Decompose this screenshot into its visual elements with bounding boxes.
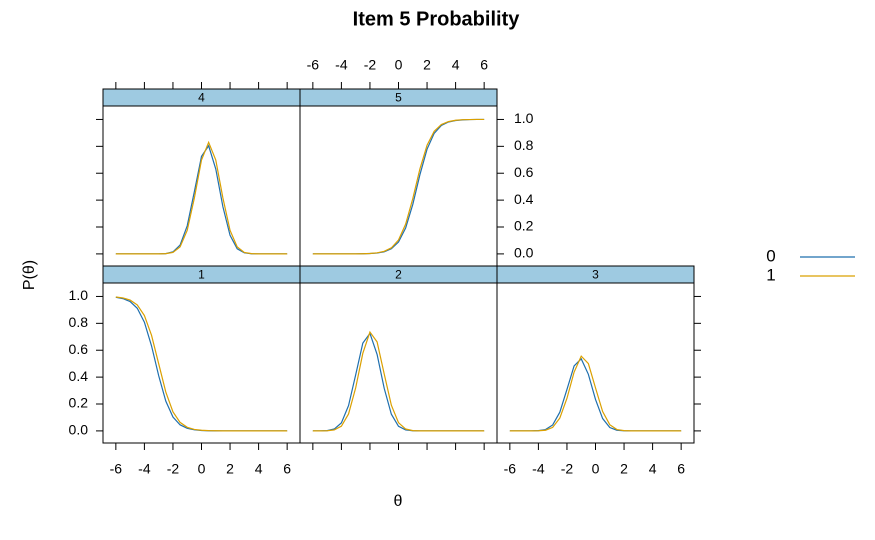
x-tick-label: -2 <box>167 461 180 477</box>
legend-label: 0 <box>766 246 775 265</box>
x-tick-label: 4 <box>452 57 460 73</box>
curve <box>312 330 485 432</box>
y-tick-label: 0.2 <box>69 395 89 411</box>
x-tick-label: 2 <box>620 461 628 477</box>
curve <box>312 118 485 255</box>
x-tick-label: 2 <box>226 461 234 477</box>
curve <box>312 118 485 255</box>
strip-label: 1 <box>198 268 205 282</box>
curve <box>509 357 682 432</box>
curve <box>115 296 288 432</box>
y-tick-label: 0.6 <box>69 341 89 357</box>
y-tick-label: 0.0 <box>69 422 89 438</box>
panel-frame <box>102 282 301 444</box>
x-axis-label: θ <box>394 493 403 510</box>
x-tick-label: 6 <box>677 461 685 477</box>
panel-frame <box>299 105 498 267</box>
x-tick-label: 6 <box>283 461 291 477</box>
x-tick-label: -4 <box>138 461 151 477</box>
x-tick-label: -4 <box>335 57 348 73</box>
strip-label: 4 <box>198 91 205 105</box>
curve <box>115 296 288 432</box>
y-tick-label: 0.4 <box>69 368 89 384</box>
x-tick-label: 4 <box>255 461 263 477</box>
x-tick-label: -6 <box>504 461 517 477</box>
y-tick-label: 0.8 <box>514 137 534 153</box>
x-tick-label: 6 <box>480 57 488 73</box>
curve <box>509 355 682 432</box>
x-tick-label: 0 <box>395 57 403 73</box>
x-tick-label: -2 <box>561 461 574 477</box>
x-tick-label: -4 <box>532 461 545 477</box>
curve <box>115 140 288 255</box>
x-tick-label: 2 <box>423 57 431 73</box>
y-tick-label: 0.4 <box>514 191 534 207</box>
y-axis-label: P(θ) <box>21 260 38 290</box>
panel-frame <box>299 282 498 444</box>
x-tick-label: -6 <box>110 461 123 477</box>
y-tick-label: 0.6 <box>514 164 534 180</box>
strip-label: 3 <box>592 268 599 282</box>
x-tick-label: -6 <box>307 57 320 73</box>
x-tick-label: 0 <box>592 461 600 477</box>
y-tick-label: 1.0 <box>514 110 534 126</box>
y-tick-label: 0.8 <box>69 314 89 330</box>
chart-title: Item 5 Probability <box>353 8 521 30</box>
strip-label: 2 <box>395 268 402 282</box>
x-tick-label: 4 <box>649 461 657 477</box>
panel-frame <box>496 282 695 444</box>
y-tick-label: 0.2 <box>514 218 534 234</box>
curve <box>312 332 485 432</box>
x-tick-label: 0 <box>198 461 206 477</box>
strip-label: 5 <box>395 91 402 105</box>
legend-label: 1 <box>766 265 775 284</box>
panel-frame <box>102 105 301 267</box>
y-tick-label: 0.0 <box>514 245 534 261</box>
y-tick-label: 1.0 <box>69 287 89 303</box>
x-tick-label: -2 <box>364 57 377 73</box>
